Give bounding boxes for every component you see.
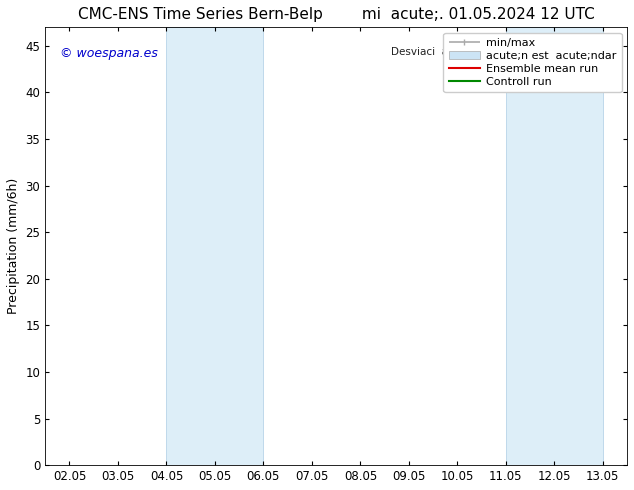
Legend: min/max, acute;n est  acute;ndar, Ensemble mean run, Controll run: min/max, acute;n est acute;ndar, Ensembl…: [443, 33, 621, 92]
Text: © woespana.es: © woespana.es: [60, 47, 158, 60]
Bar: [167, 27, 263, 465]
Text: Desviaci  acute;n est  acute;ndar: Desviaci acute;n est acute;ndar: [391, 47, 564, 57]
Title: CMC-ENS Time Series Bern-Belp        mi  acute;. 01.05.2024 12 UTC: CMC-ENS Time Series Bern-Belp mi acute;.…: [78, 7, 595, 22]
Bar: [506, 27, 603, 465]
Y-axis label: Precipitation (mm/6h): Precipitation (mm/6h): [7, 178, 20, 315]
